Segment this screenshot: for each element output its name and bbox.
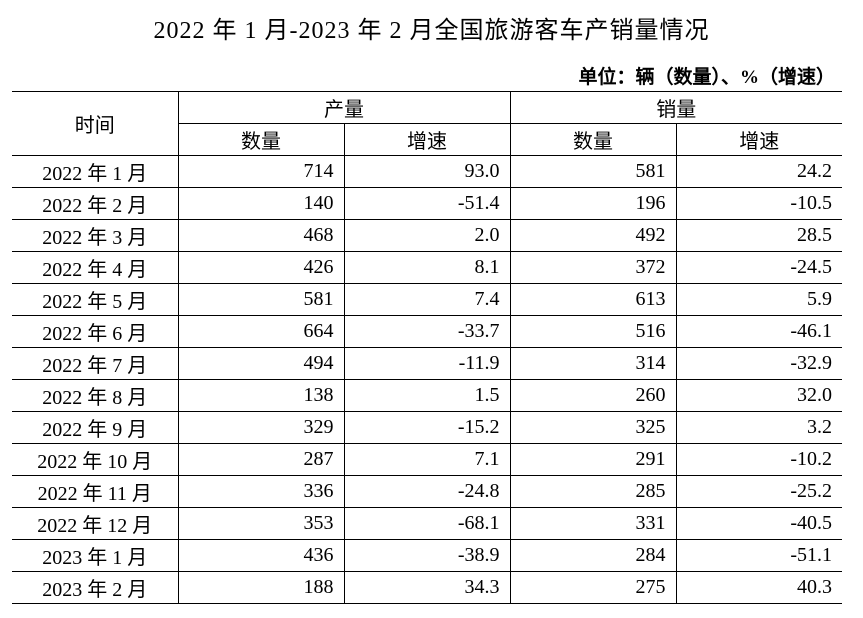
table-cell: 285 <box>509 475 676 508</box>
table-cell: 426 <box>177 251 344 284</box>
table-cell: -68.1 <box>343 507 510 540</box>
table-cell: -51.1 <box>675 539 842 572</box>
table-cell: 516 <box>509 315 676 348</box>
table-cell: 5.9 <box>675 283 842 316</box>
data-table: 时间 产量 销量 数量 增速 数量 增速 2022 年 1 月 714 93.0 58… <box>12 91 842 604</box>
table-cell: 32.0 <box>675 379 842 412</box>
table-cell: -33.7 <box>343 315 510 348</box>
table-cell: 284 <box>509 539 676 572</box>
table-cell: 24.2 <box>675 155 842 188</box>
table-cell: -24.8 <box>343 475 510 508</box>
row-label: 2023 年 2 月 <box>12 571 178 604</box>
table-cell: 331 <box>509 507 676 540</box>
table-cell: 492 <box>509 219 676 252</box>
table-row: 2023 年 2 月 188 34.3 275 40.3 <box>12 571 842 604</box>
row-label: 2022 年 9 月 <box>12 411 178 444</box>
row-label: 2022 年 8 月 <box>12 379 178 412</box>
table-row: 2022 年 4 月 426 8.1 372 -24.5 <box>12 251 842 284</box>
table-row: 2022 年 1 月 714 93.0 581 24.2 <box>12 155 842 188</box>
row-label: 2022 年 5 月 <box>12 283 178 316</box>
table-body: 2022 年 1 月 714 93.0 581 24.2 2022 年 2 月 140 -51… <box>12 155 842 604</box>
unit-note: 单位：辆（数量）、%（增速） <box>578 67 835 88</box>
row-label: 2022 年 12 月 <box>12 507 178 540</box>
table-cell: -25.2 <box>675 475 842 508</box>
table-cell: 260 <box>509 379 676 412</box>
header-cell: 数量 <box>177 123 344 156</box>
table-cell: 468 <box>177 219 344 252</box>
table-cell: 7.4 <box>343 283 510 316</box>
table-cell: 2.0 <box>343 219 510 252</box>
table-cell: 714 <box>177 155 344 188</box>
table-cell: 188 <box>177 571 344 604</box>
table-cell: 275 <box>509 571 676 604</box>
row-label: 2022 年 3 月 <box>12 219 178 252</box>
table-cell: 8.1 <box>343 251 510 284</box>
table-row: 2022 年 7 月 494 -11.9 314 -32.9 <box>12 347 842 380</box>
table-cell: -38.9 <box>343 539 510 572</box>
table-cell: 581 <box>177 283 344 316</box>
table-row: 2022 年 9 月 329 -15.2 325 3.2 <box>12 411 842 444</box>
table-cell: -10.2 <box>675 443 842 476</box>
row-label: 2022 年 4 月 <box>12 251 178 284</box>
table-cell: 3.2 <box>675 411 842 444</box>
table-row: 2022 年 6 月 664 -33.7 516 -46.1 <box>12 315 842 348</box>
table-cell: 291 <box>509 443 676 476</box>
table-cell: 196 <box>509 187 676 220</box>
header-cell: 产量 <box>177 91 510 124</box>
table-row: 2022 年 8 月 138 1.5 260 32.0 <box>12 379 842 412</box>
row-label: 2022 年 2 月 <box>12 187 178 220</box>
table-cell: -32.9 <box>675 347 842 380</box>
table-cell: 314 <box>509 347 676 380</box>
table-cell: -46.1 <box>675 315 842 348</box>
header-cell: 时间 <box>12 91 178 156</box>
table-row: 2022 年 2 月 140 -51.4 196 -10.5 <box>12 187 842 220</box>
header-cell: 销量 <box>509 91 842 124</box>
table-cell: 1.5 <box>343 379 510 412</box>
table-cell: 353 <box>177 507 344 540</box>
row-label: 2022 年 6 月 <box>12 315 178 348</box>
table-cell: -10.5 <box>675 187 842 220</box>
table-cell: 7.1 <box>343 443 510 476</box>
table-cell: 336 <box>177 475 344 508</box>
row-label: 2022 年 7 月 <box>12 347 178 380</box>
table-cell: 581 <box>509 155 676 188</box>
table-cell: -51.4 <box>343 187 510 220</box>
row-label: 2022 年 1 月 <box>12 155 178 188</box>
table-cell: 34.3 <box>343 571 510 604</box>
table-cell: 372 <box>509 251 676 284</box>
table-cell: 329 <box>177 411 344 444</box>
table-cell: 494 <box>177 347 344 380</box>
table-cell: 28.5 <box>675 219 842 252</box>
table-cell: 436 <box>177 539 344 572</box>
table-row: 2022 年 10 月 287 7.1 291 -10.2 <box>12 443 842 476</box>
header-cell: 数量 <box>509 123 676 156</box>
table-cell: 613 <box>509 283 676 316</box>
table-cell: -40.5 <box>675 507 842 540</box>
table-cell: 40.3 <box>675 571 842 604</box>
table-cell: 325 <box>509 411 676 444</box>
table-cell: 664 <box>177 315 344 348</box>
table-cell: 93.0 <box>343 155 510 188</box>
table-row: 2022 年 3 月 468 2.0 492 28.5 <box>12 219 842 252</box>
table-row: 2023 年 1 月 436 -38.9 284 -51.1 <box>12 539 842 572</box>
row-label: 2022 年 11 月 <box>12 475 178 508</box>
header-cell: 增速 <box>343 123 510 156</box>
table-row: 2022 年 12 月 353 -68.1 331 -40.5 <box>12 507 842 540</box>
table-cell: 287 <box>177 443 344 476</box>
title: 2022 年 1 月-2023 年 2 月全国旅游客车产销量情况 <box>153 18 710 44</box>
table-row: 2022 年 11 月 336 -24.8 285 -25.2 <box>12 475 842 508</box>
table-cell: -15.2 <box>343 411 510 444</box>
header-cell: 增速 <box>675 123 842 156</box>
row-label: 2023 年 1 月 <box>12 539 178 572</box>
row-label: 2022 年 10 月 <box>12 443 178 476</box>
table-cell: 140 <box>177 187 344 220</box>
table-cell: 138 <box>177 379 344 412</box>
table-cell: -24.5 <box>675 251 842 284</box>
table-cell: -11.9 <box>343 347 510 380</box>
table-row: 2022 年 5 月 581 7.4 613 5.9 <box>12 283 842 316</box>
